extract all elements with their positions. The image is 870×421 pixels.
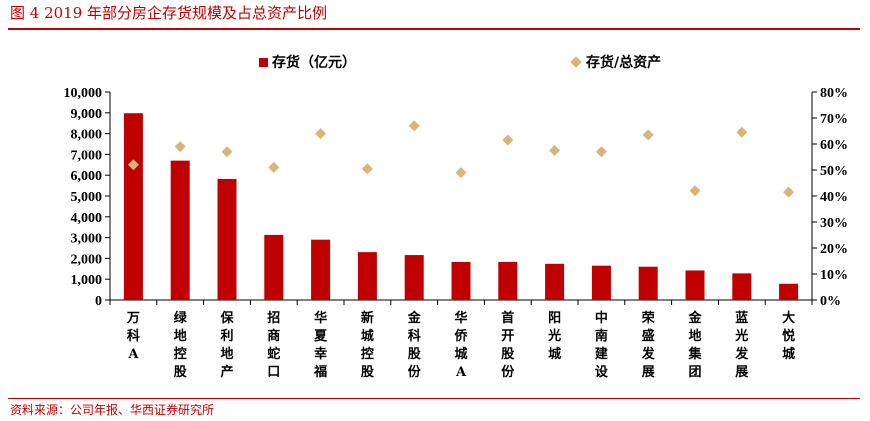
bar [217, 178, 237, 300]
category-label: 保利地产 [219, 310, 234, 380]
right-axis-tick-label: 0% [820, 294, 841, 309]
category-labels: 万科 A 绿地控股 保利地产 招商蛇口 华夏幸福 新城控股 金科股份 华侨城 A 首开股份 阳光城 中南… [109, 300, 813, 380]
right-axis-tick-label: 40% [820, 190, 848, 205]
left-axis-tick-label: 2,000 [71, 252, 103, 267]
bar [498, 261, 518, 300]
bar-series [123, 113, 799, 300]
ratio-marker [268, 161, 280, 173]
right-axis-tick-label: 50% [820, 164, 848, 179]
right-axis-tick-label: 30% [820, 216, 848, 231]
ratio-marker [315, 128, 327, 140]
left-axis-tick-label: 9,000 [71, 107, 103, 122]
bar [545, 263, 565, 300]
category-label: 华侨城 A [453, 310, 468, 380]
ratio-marker [221, 146, 233, 158]
ratio-marker [361, 163, 373, 175]
bar [170, 160, 190, 300]
ratio-marker [689, 185, 701, 197]
left-axis-tick-label: 0 [95, 294, 102, 309]
right-axis-tick-label: 60% [820, 138, 848, 153]
bar [357, 252, 377, 300]
left-axis-tick-label: 6,000 [71, 169, 103, 184]
source-note: 资料来源：公司年报、华西证券研究所 [10, 403, 215, 417]
right-axis-tick-label: 10% [820, 268, 848, 283]
bar [685, 270, 705, 300]
legend-bar-swatch [259, 58, 268, 67]
category-label: 阳光城 [547, 311, 561, 362]
category-label: 大悦城 [782, 310, 795, 362]
source-rule [8, 398, 860, 399]
category-label: 新城控股 [361, 310, 374, 380]
category-label: 荣盛发展 [641, 310, 656, 380]
category-label: 首开股份 [501, 310, 515, 380]
bar [123, 113, 143, 300]
right-axis-tick-label: 80% [820, 86, 848, 101]
bar [732, 273, 752, 300]
left-axis-tick-label: 5,000 [71, 190, 103, 205]
left-axis-tick-label: 7,000 [71, 148, 103, 163]
left-axis-tick-label: 1,000 [71, 273, 103, 288]
legend-bar-label: 存货（亿元） [272, 54, 356, 71]
left-axis-tick-label: 4,000 [71, 211, 103, 226]
legend-marker-label: 存货/总资产 [586, 54, 661, 71]
ratio-marker [455, 167, 467, 179]
bar [311, 239, 331, 300]
right-axis: 0% 10% 20% 30% 40% 50% 60% 70% 80% [812, 86, 848, 309]
category-label: 华夏幸福 [313, 310, 328, 380]
bar [451, 261, 471, 300]
right-axis-tick-label: 20% [820, 242, 848, 257]
category-label: 中南建设 [595, 310, 609, 380]
left-axis-tick-label: 8,000 [71, 128, 103, 143]
category-label: 绿地控股 [174, 310, 188, 380]
bar [779, 283, 799, 300]
left-axis-tick-label: 10,000 [64, 86, 103, 101]
marker-series [127, 120, 795, 198]
category-label: 万科 A [126, 311, 140, 362]
title-rule [8, 28, 860, 30]
left-axis-tick-label: 3,000 [71, 232, 103, 247]
left-axis: 0 1,000 2,000 3,000 4,000 5,000 6,000 7,000 8,00… [64, 86, 110, 309]
ratio-marker [549, 145, 561, 156]
ratio-marker [408, 120, 420, 132]
ratio-marker [736, 126, 748, 138]
legend: 存货（亿元） 存货/总资产 [259, 54, 661, 71]
bar [591, 265, 611, 300]
bar [638, 266, 658, 300]
category-label: 蓝光发展 [734, 310, 749, 380]
legend-marker-swatch [570, 56, 582, 68]
figure-title: 图 4 2019 年部分房企存货规模及占总资产比例 [10, 4, 328, 22]
ratio-marker [127, 159, 139, 171]
bar [264, 234, 284, 300]
right-axis-tick-label: 70% [820, 112, 848, 127]
ratio-marker [595, 146, 607, 158]
category-label: 金科股份 [407, 310, 422, 380]
category-label: 金地集团 [687, 310, 702, 380]
bar [404, 255, 424, 300]
ratio-marker [174, 141, 186, 153]
ratio-marker [783, 186, 795, 198]
ratio-marker [502, 134, 514, 146]
category-label: 招商蛇口 [267, 310, 280, 380]
ratio-marker [642, 129, 654, 141]
